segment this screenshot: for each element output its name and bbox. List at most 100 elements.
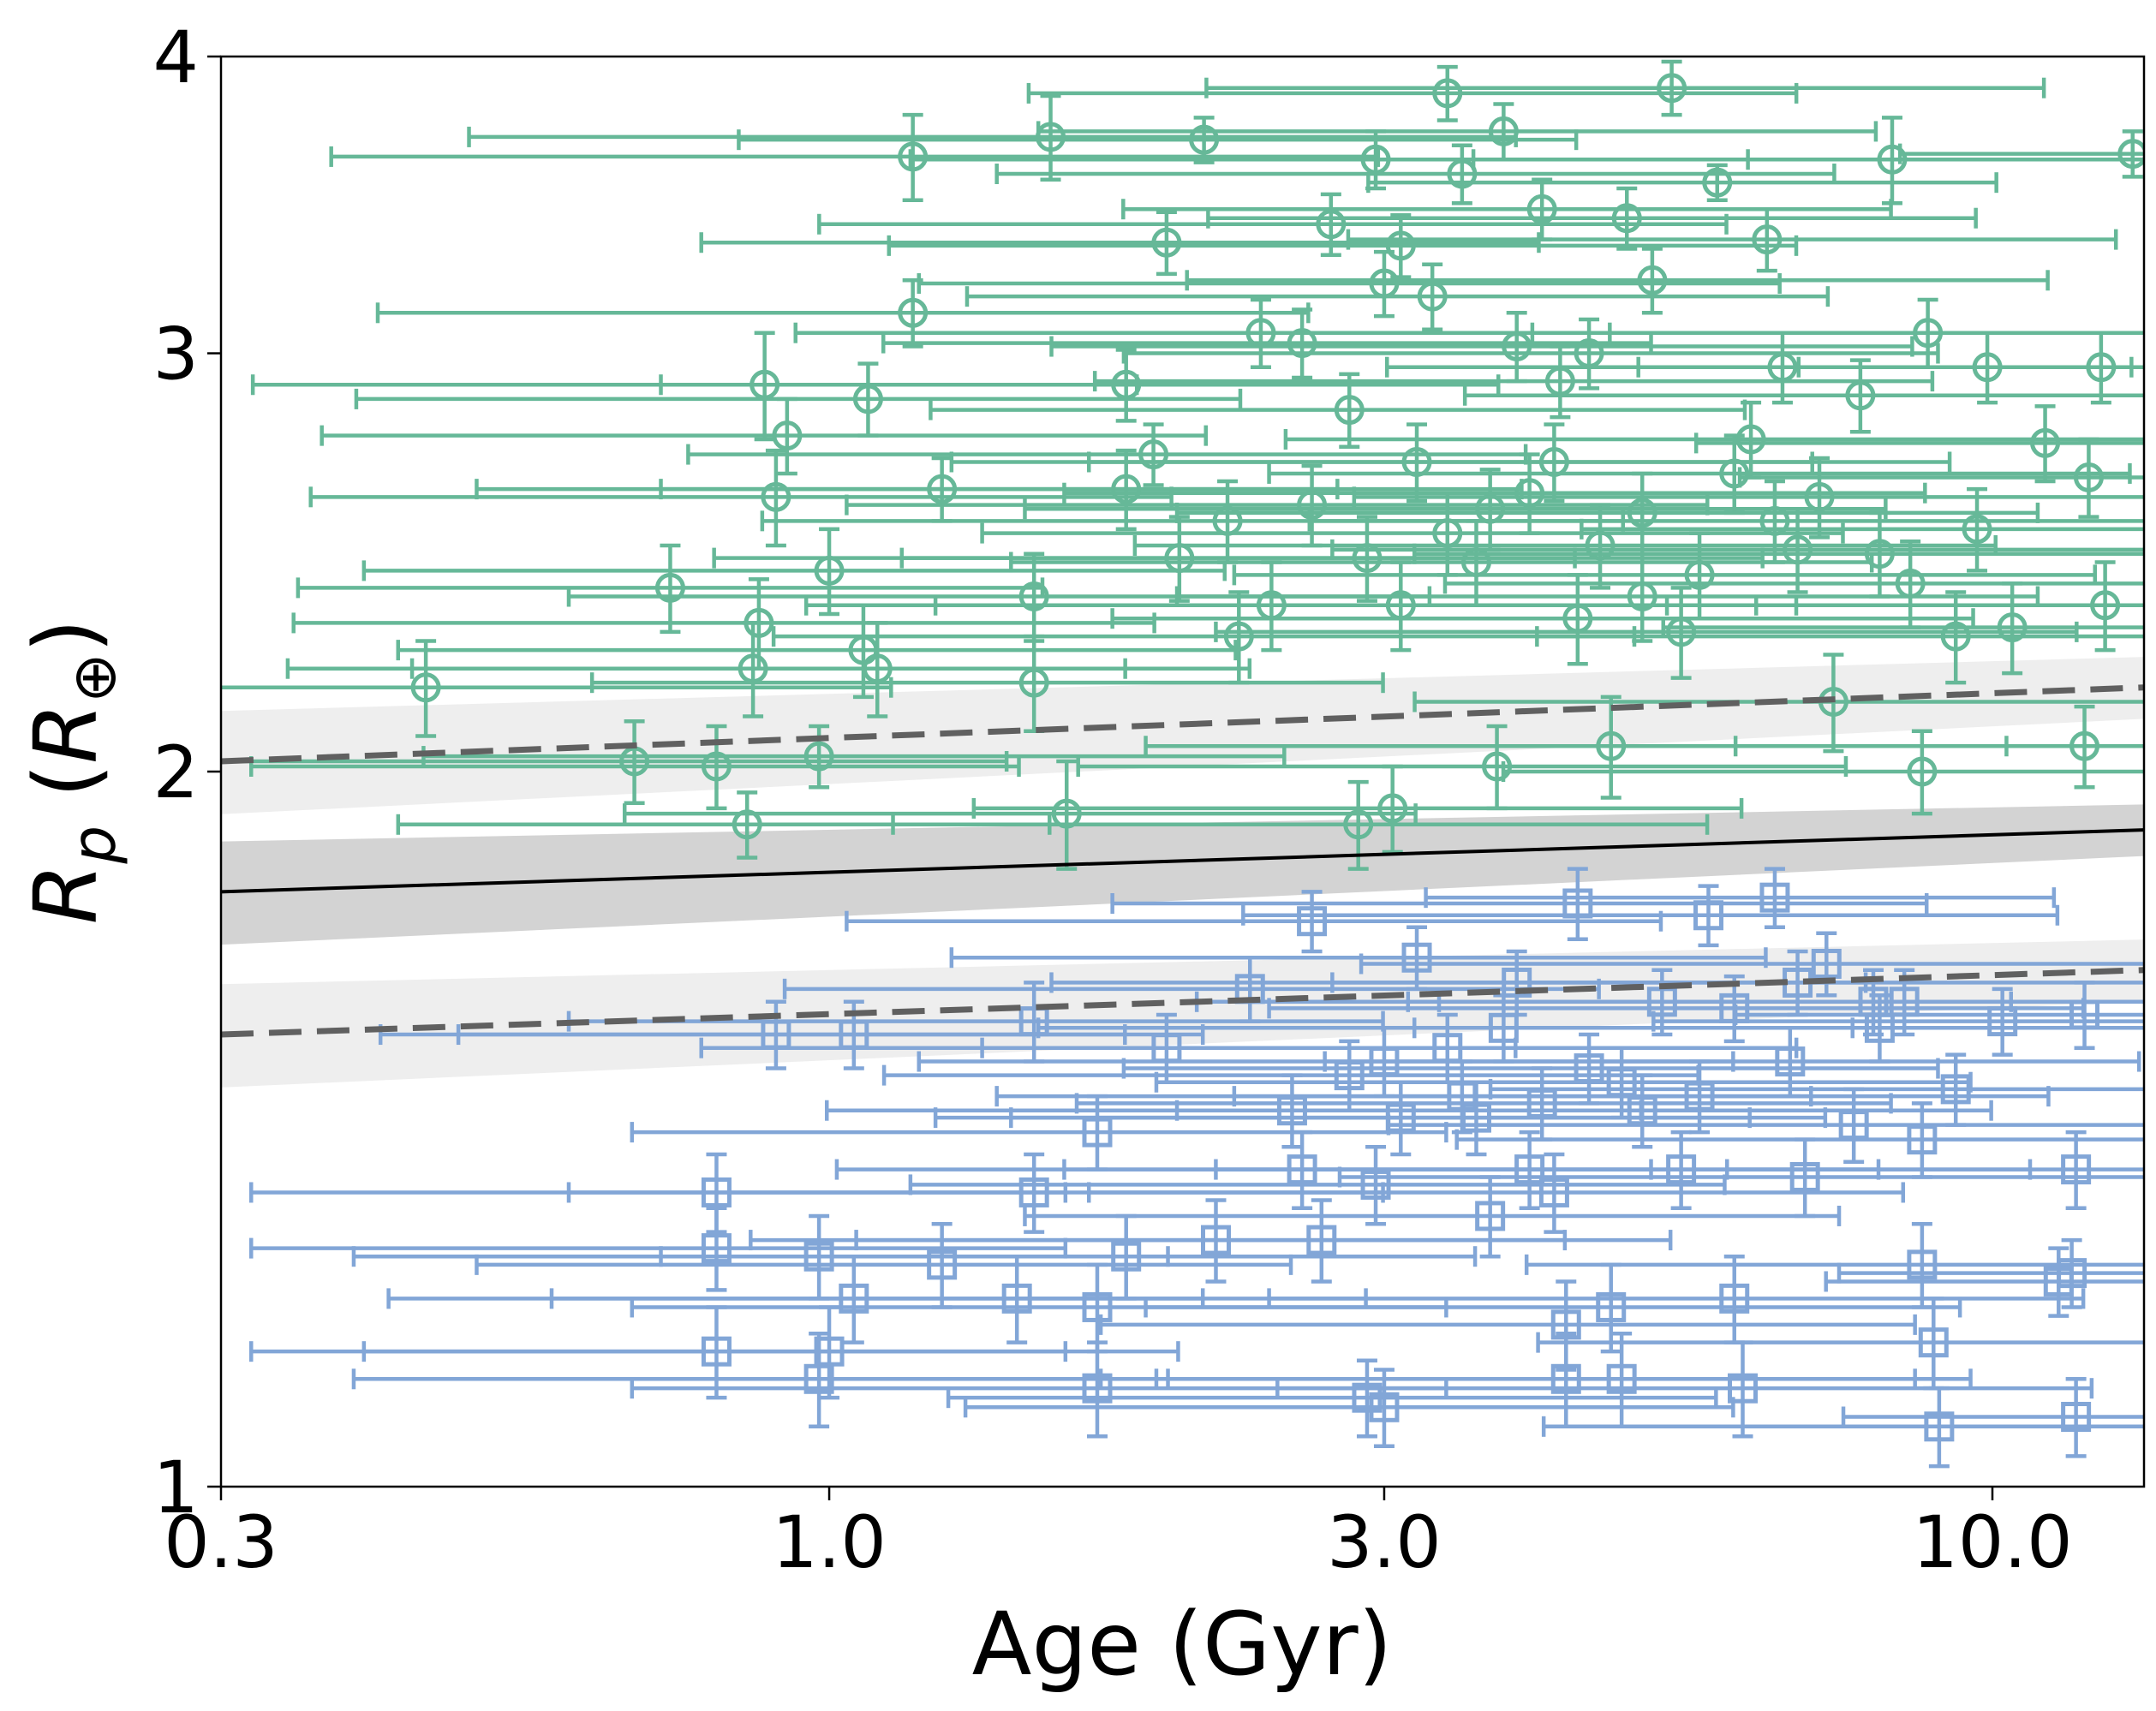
sub-neptune-point-50: [1121, 317, 1940, 390]
square-marker: [1858, 987, 1889, 1017]
circle-marker: [1018, 581, 1049, 612]
square-marker: [1693, 900, 1723, 931]
square-marker: [927, 1249, 958, 1280]
square-marker: [1811, 948, 1842, 979]
square-marker: [1684, 1081, 1715, 1112]
circle-marker: [410, 672, 441, 703]
sub-neptune-point-82: [1352, 456, 2144, 540]
super-earth-point-28: [963, 1368, 1735, 1449]
super-earth-point-19: [782, 955, 1601, 1023]
square-marker: [701, 1233, 732, 1264]
sub-neptune-point-21: [622, 759, 1418, 871]
square-marker: [2061, 1401, 2092, 1432]
x-tick-label-2: 3.0: [1327, 1500, 1442, 1584]
square-marker: [1775, 1046, 1806, 1077]
circle-marker: [761, 481, 791, 512]
y-tick-label-2: 3: [153, 313, 199, 396]
circle-marker: [898, 141, 929, 172]
super-earth-point-29: [949, 925, 1768, 992]
sub-neptune-point-71: [1693, 404, 2144, 484]
sub-neptune-point-39: [965, 262, 1831, 332]
y-axis-label-symbol: R: [15, 864, 117, 925]
circle-marker: [744, 607, 774, 638]
square-marker: [1538, 1177, 1569, 1207]
circle-marker: [732, 809, 762, 840]
circle-marker: [2086, 352, 2117, 383]
circle-marker: [1488, 116, 1519, 146]
circle-marker: [1845, 380, 1876, 411]
circle-marker: [1377, 793, 1408, 824]
y-axis-label-open: (: [15, 764, 117, 826]
sub-neptune-point-55: [1204, 59, 2046, 117]
circle-marker: [1334, 395, 1365, 426]
y-axis-ticks: 1 2 3 4: [153, 15, 221, 1529]
super-earth-point-5: [351, 1331, 1170, 1429]
super-earth-point-70: [1232, 1059, 2051, 1135]
square-marker: [1596, 1291, 1627, 1322]
circle-marker: [1627, 581, 1657, 612]
circle-marker: [1684, 559, 1715, 590]
super-earth-point-49: [1424, 867, 2057, 929]
super-earth-point-48: [1275, 1340, 2094, 1439]
circle-marker: [2117, 139, 2144, 170]
super-earth-point-45: [1241, 884, 2060, 948]
circle-marker: [1111, 474, 1142, 504]
y-axis-label-subscript: p: [59, 826, 129, 864]
square-marker: [1360, 1169, 1391, 1200]
square-marker: [1719, 1283, 1750, 1314]
circle-marker: [619, 746, 650, 777]
square-marker: [1789, 1161, 1820, 1192]
super-earth-point-58: [1536, 1297, 2144, 1391]
circle-marker: [1913, 318, 1944, 349]
square-marker: [1369, 1046, 1400, 1077]
sub-neptune-point-76: [1897, 129, 2144, 179]
circle-marker: [1189, 124, 1220, 155]
square-marker: [1082, 1291, 1113, 1322]
circle-marker: [1514, 478, 1545, 509]
circle-marker: [1051, 798, 1082, 829]
circle-marker: [1783, 534, 1813, 565]
circle-marker: [1940, 621, 1971, 652]
square-marker: [1727, 1373, 1758, 1404]
circle-marker: [1735, 424, 1766, 455]
square-marker: [1759, 882, 1790, 913]
sub-neptune-point-10: [421, 724, 1287, 790]
sub-neptune-point-59: [1346, 206, 2118, 273]
sub-neptune-point-63: [1462, 358, 2144, 434]
sub-neptune-point-62: [1412, 653, 2144, 754]
square-marker: [1940, 1074, 1971, 1105]
square-marker: [1297, 906, 1328, 937]
x-tick-label-0: 0.3: [164, 1500, 278, 1584]
super-earth-point-66: [1836, 1237, 2144, 1309]
lower-fit-line: [221, 967, 2144, 1038]
circle-marker: [1752, 224, 1783, 255]
super-earth-point-68: [1154, 1046, 1973, 1120]
sub-neptune-point-18: [589, 634, 1385, 734]
super-earth-point-47: [1267, 1254, 2086, 1344]
circle-marker: [1287, 328, 1317, 359]
circle-marker: [2030, 427, 2061, 458]
x-axis-label: Age (Gyr): [972, 1594, 1393, 1696]
circle-marker: [1997, 612, 2028, 643]
sub-neptune-point-85: [1086, 422, 1952, 504]
square-marker: [2057, 1258, 2087, 1289]
sub-neptune-point-54: [1185, 247, 2050, 315]
y-tick-label-1: 2: [153, 730, 199, 814]
circle-marker: [2073, 462, 2104, 492]
super-earth-point-57: [1524, 1221, 2144, 1309]
circle-marker: [1343, 809, 1374, 840]
super-earth-point-53: [1386, 1087, 2144, 1165]
square-marker: [1606, 1363, 1637, 1394]
circle-marker: [1877, 144, 1908, 175]
square-marker: [1918, 1327, 1949, 1358]
circle-marker: [1538, 446, 1569, 477]
valley-fit-band: [221, 804, 2144, 945]
sub-neptune-point-73: [1796, 331, 2144, 405]
sub-neptune-point-41: [994, 143, 1836, 206]
circle-marker: [2090, 590, 2121, 621]
circle-marker: [1596, 730, 1627, 761]
sub-neptune-point-25: [737, 116, 1579, 164]
square-marker: [2061, 1154, 2092, 1185]
upper-fit-band: [221, 657, 2144, 814]
